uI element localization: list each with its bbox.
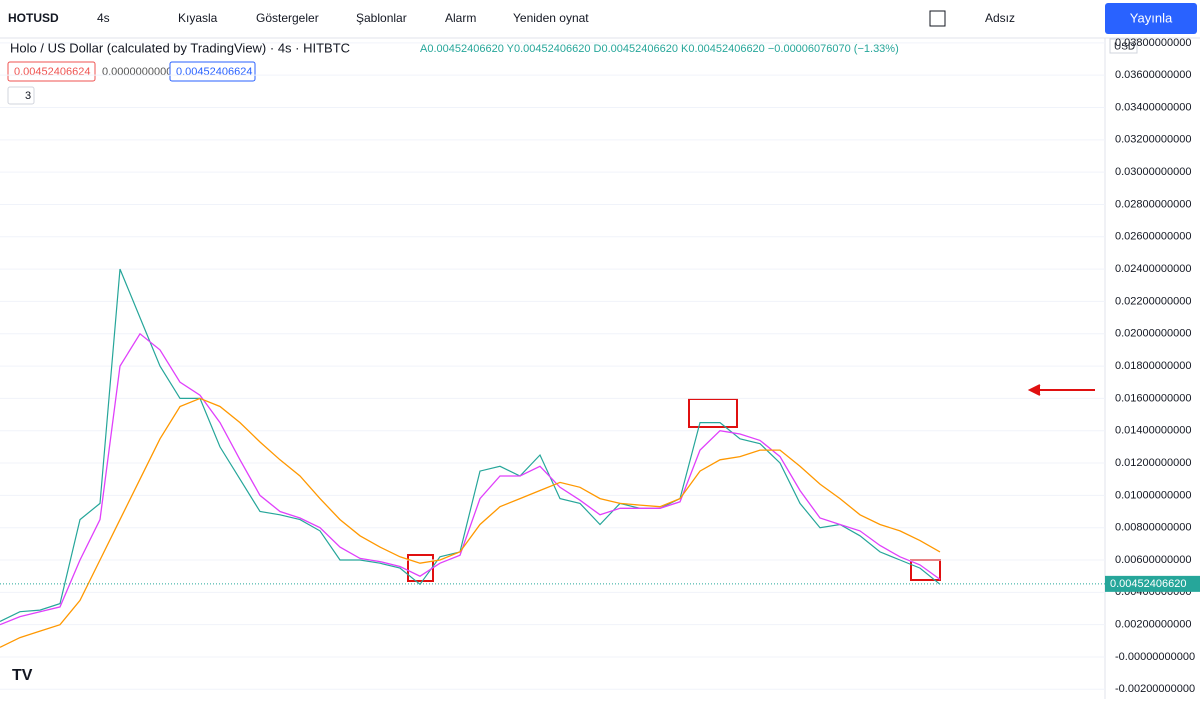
spread: 0.00000000000 xyxy=(102,66,178,78)
toolbar-item[interactable]: Göstergeler xyxy=(256,11,319,25)
price-line xyxy=(0,268,941,622)
toolbar xyxy=(0,0,1200,38)
price-line xyxy=(0,332,941,626)
bid: 0.00452406624 xyxy=(14,66,90,78)
y-tick-label: 0.03400000000 xyxy=(1115,101,1191,113)
y-tick-label: -0.00000000000 xyxy=(1115,651,1195,663)
currency: USD xyxy=(1114,42,1135,53)
currency-box[interactable] xyxy=(1109,38,1138,54)
ask-box[interactable] xyxy=(169,61,256,82)
interval[interactable]: 4s xyxy=(97,11,110,25)
y-tick-label: 0.01800000000 xyxy=(1115,360,1191,372)
publish-button[interactable] xyxy=(1105,3,1197,34)
y-tick-label: 0.02600000000 xyxy=(1115,231,1191,243)
last-price-label: 0.00452406620 xyxy=(1110,578,1186,590)
toolbar-item[interactable]: Kıyasla xyxy=(178,11,218,25)
symbol[interactable]: HOTUSD xyxy=(8,11,59,25)
y-tick-label: 0.02800000000 xyxy=(1115,198,1191,210)
y-tick-label: 0.01400000000 xyxy=(1115,425,1191,437)
y-tick-label: 0.02000000000 xyxy=(1115,328,1191,340)
y-tick-label: 0.01200000000 xyxy=(1115,457,1191,469)
annotations xyxy=(407,384,1095,582)
price-line xyxy=(0,397,941,648)
y-tick-label: 0.01600000000 xyxy=(1115,392,1191,404)
y-tick-label: 0.00600000000 xyxy=(1115,554,1191,566)
indicator-toggle[interactable] xyxy=(7,86,35,105)
publish-label[interactable]: Yayınla xyxy=(1130,10,1173,25)
bid-box[interactable] xyxy=(7,61,96,82)
y-tick-label: 0.03200000000 xyxy=(1115,134,1191,146)
y-tick-label: 0.03000000000 xyxy=(1115,166,1191,178)
y-tick-label: 0.03600000000 xyxy=(1115,69,1191,81)
ask: 0.00452406624 xyxy=(176,66,252,78)
y-tick-label: 0.02200000000 xyxy=(1115,295,1191,307)
toolbar-item[interactable]: Şablonlar xyxy=(356,11,407,25)
indicator-count: 3 xyxy=(25,90,31,102)
legend-ohlc: A0.00452406620 Y0.00452406620 D0.0045240… xyxy=(420,43,899,55)
toolbar-item[interactable]: Alarm xyxy=(445,11,476,25)
y-tick-label: 0.00200000000 xyxy=(1115,619,1191,631)
toggle-icon[interactable] xyxy=(929,10,946,27)
legend-title: Holo / US Dollar (calculated by TradingV… xyxy=(10,40,350,55)
y-tick-label: 0.01000000000 xyxy=(1115,489,1191,501)
logo: TV xyxy=(12,667,33,684)
layout-name[interactable]: Adsız xyxy=(985,11,1015,25)
toolbar-item[interactable]: Yeniden oynat xyxy=(513,11,589,25)
last-price-box xyxy=(1105,575,1200,592)
y-tick-label: 0.03800000000 xyxy=(1115,37,1191,49)
y-tick-label: -0.00200000000 xyxy=(1115,683,1195,695)
y-tick-label: 0.00800000000 xyxy=(1115,522,1191,534)
y-tick-label: 0.02400000000 xyxy=(1115,263,1191,275)
